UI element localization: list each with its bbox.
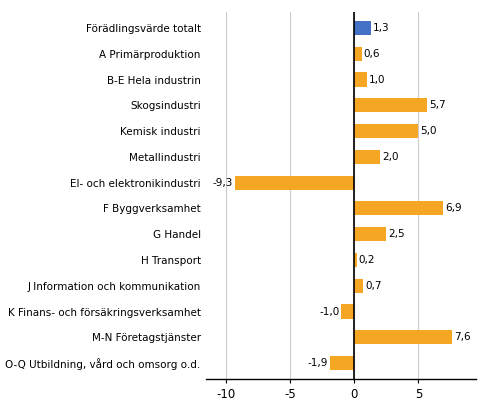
- Bar: [354, 279, 363, 293]
- Bar: [354, 150, 380, 164]
- Bar: [329, 356, 354, 370]
- Text: 2,5: 2,5: [388, 229, 405, 239]
- Text: -9,3: -9,3: [212, 178, 233, 188]
- Text: 5,0: 5,0: [420, 126, 437, 136]
- Bar: [354, 47, 362, 61]
- Text: 0,2: 0,2: [358, 255, 375, 265]
- Bar: [354, 253, 356, 267]
- Text: 6,9: 6,9: [445, 203, 462, 213]
- Text: -1,9: -1,9: [307, 358, 327, 368]
- Text: 1,0: 1,0: [369, 74, 385, 84]
- Text: 0,6: 0,6: [364, 49, 380, 59]
- Text: 7,6: 7,6: [454, 332, 470, 342]
- Bar: [235, 176, 354, 190]
- Text: 1,3: 1,3: [373, 23, 389, 33]
- Text: 0,7: 0,7: [365, 281, 382, 291]
- Bar: [354, 330, 452, 344]
- Text: -1,0: -1,0: [319, 307, 339, 317]
- Bar: [354, 72, 367, 87]
- Bar: [354, 98, 427, 112]
- Bar: [341, 305, 354, 319]
- Bar: [354, 124, 418, 138]
- Bar: [354, 227, 386, 241]
- Bar: [354, 201, 443, 215]
- Text: 5,7: 5,7: [429, 100, 446, 110]
- Bar: [354, 21, 371, 35]
- Text: 2,0: 2,0: [382, 152, 398, 162]
